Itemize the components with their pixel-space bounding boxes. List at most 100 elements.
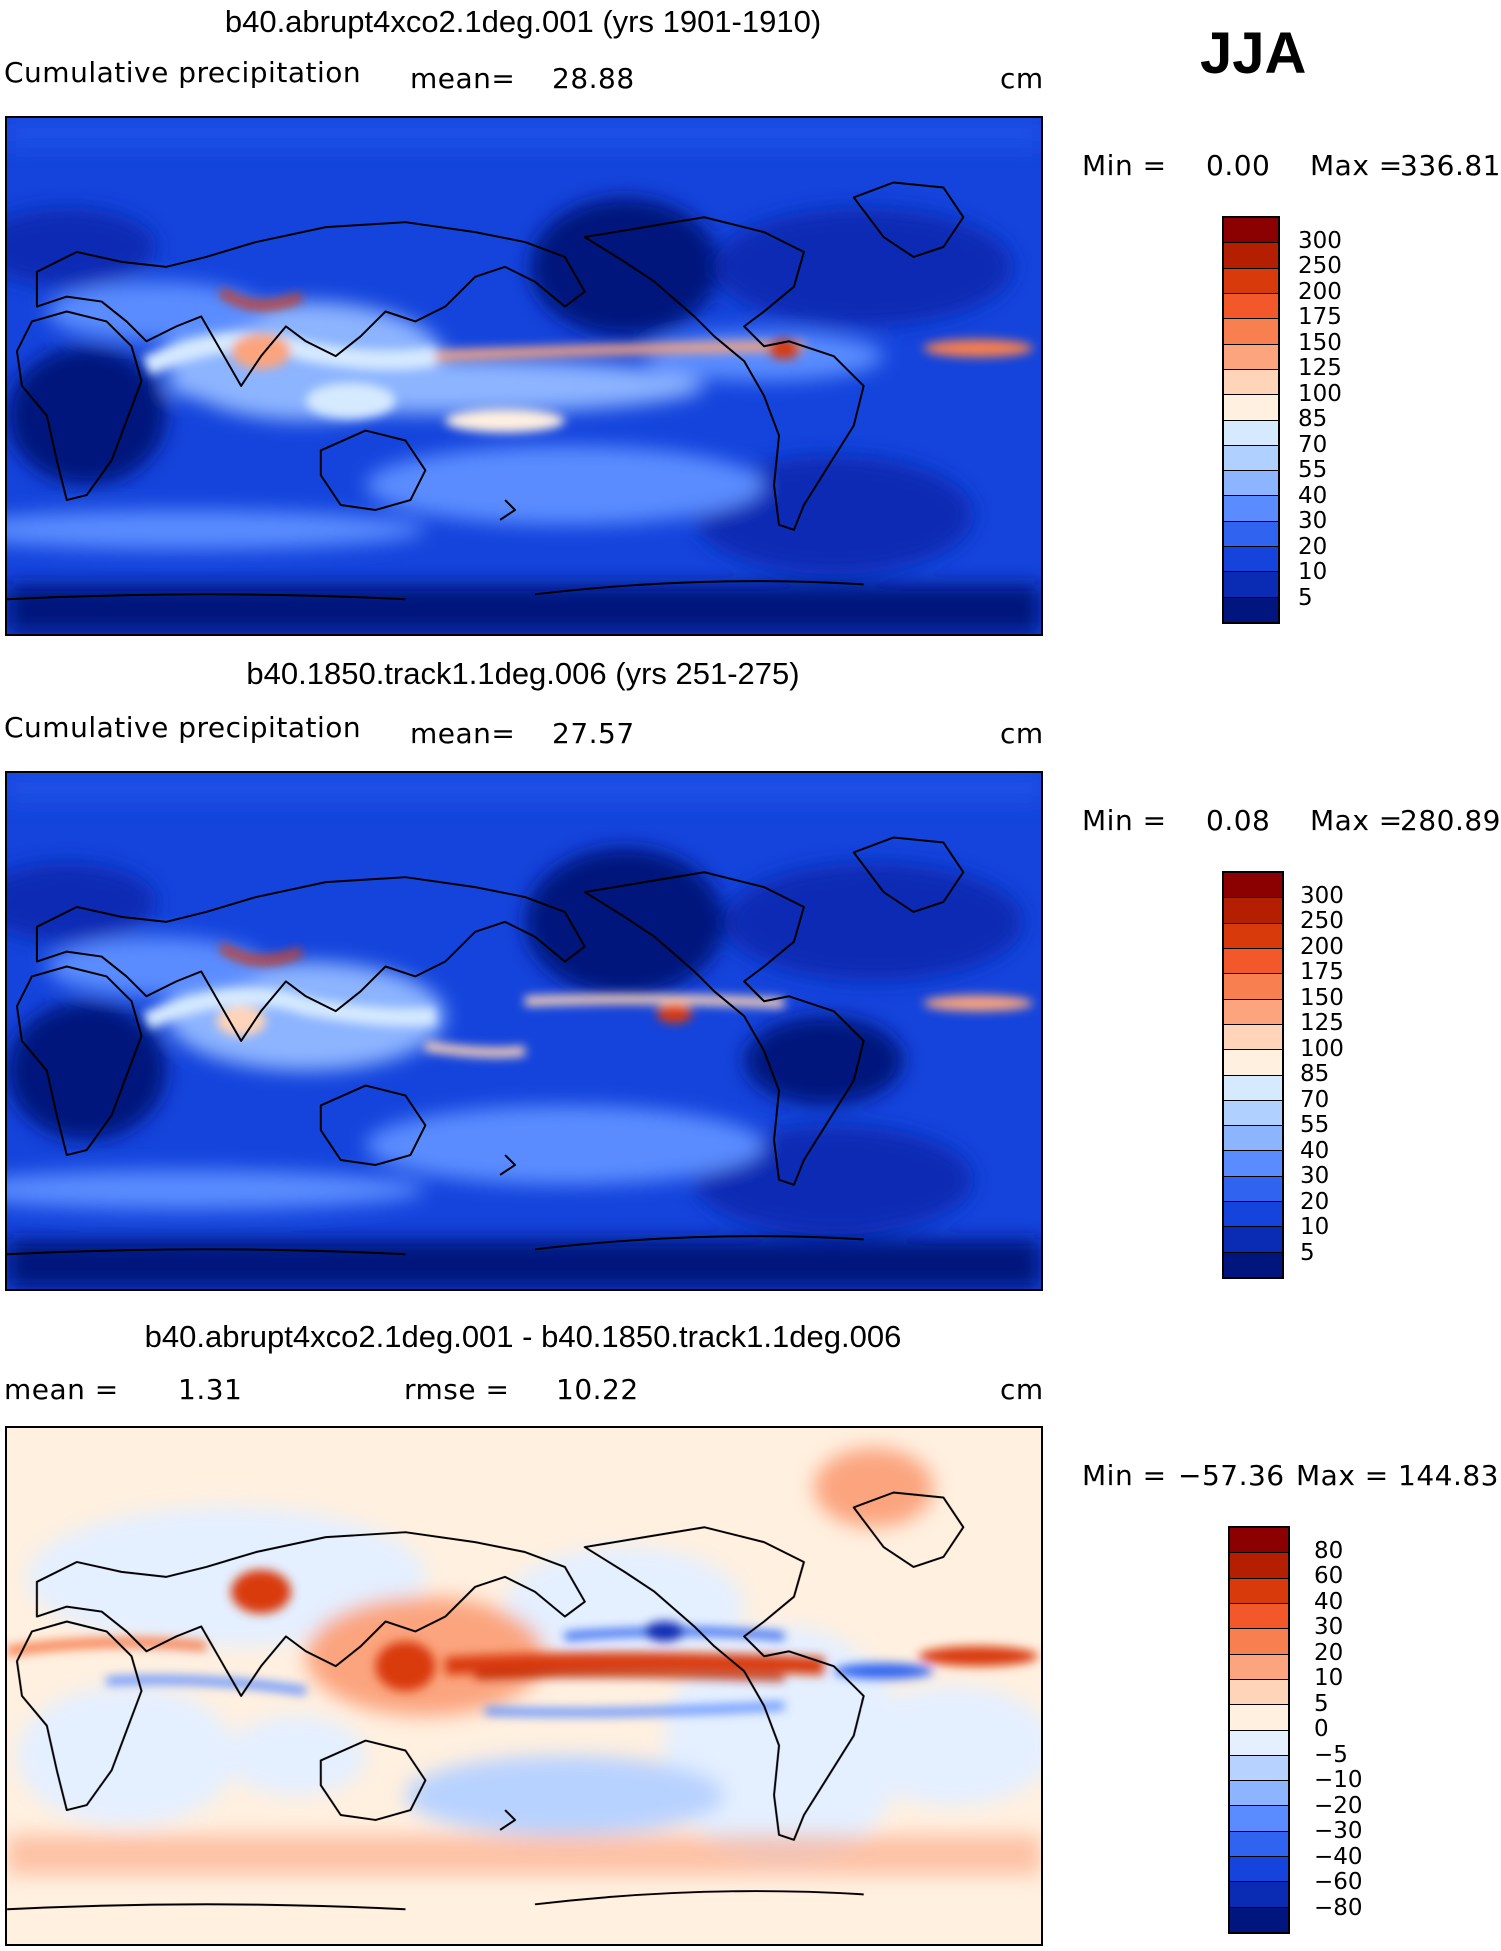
colorbar-tick-label: 100 [1298, 380, 1342, 407]
colorbar-tick-label: 5 [1300, 1239, 1315, 1266]
panel-1-min-label: Min = [1082, 149, 1167, 182]
panel-1-min-value: 0.00 [1206, 149, 1271, 182]
colorbar-swatch [1224, 597, 1278, 622]
colorbar-tick-label: 100 [1300, 1035, 1344, 1062]
colorbar-swatch [1230, 1730, 1288, 1756]
colorbar-swatch [1224, 218, 1278, 244]
colorbar-tick-label: 20 [1300, 1188, 1330, 1215]
panel-3-colorbar [1228, 1526, 1290, 1934]
colorbar-tick-label: −30 [1314, 1818, 1363, 1844]
colorbar-swatch [1224, 948, 1282, 975]
colorbar-tick-label: 55 [1300, 1112, 1330, 1138]
panel-2-map-plot [7, 773, 1041, 1289]
colorbar-swatch [1224, 1100, 1282, 1127]
colorbar-swatch [1230, 1705, 1288, 1731]
colorbar-tick-label: −40 [1314, 1843, 1363, 1870]
colorbar-swatch [1224, 471, 1278, 497]
panel-2-min-label: Min = [1082, 804, 1167, 837]
colorbar-tick-label: 5 [1314, 1690, 1329, 1717]
colorbar-swatch [1230, 1907, 1288, 1932]
colorbar-tick-label: 250 [1300, 908, 1344, 934]
colorbar-swatch [1224, 898, 1282, 924]
panel-3-rmse-value: 10.22 [556, 1373, 639, 1406]
colorbar-tick-label: 125 [1298, 355, 1342, 381]
colorbar-tick-label: 300 [1300, 882, 1344, 909]
colorbar-swatch [1224, 1126, 1282, 1152]
colorbar-tick-label: 40 [1300, 1137, 1330, 1164]
panel-3-min-label: Min = [1082, 1459, 1167, 1492]
colorbar-swatch [1224, 293, 1278, 320]
panel-2-colorbar [1222, 871, 1284, 1279]
panel-1-map [5, 116, 1043, 636]
panel-1-map-plot [7, 118, 1041, 634]
colorbar-swatch [1224, 1075, 1282, 1101]
colorbar-swatch [1224, 420, 1278, 446]
panel-3-max-value: 144.83 [1398, 1459, 1499, 1492]
panel-1-colorbar [1222, 216, 1280, 624]
colorbar-swatch [1224, 572, 1278, 598]
colorbar-swatch [1230, 1679, 1288, 1706]
colorbar-tick-label: 10 [1298, 559, 1328, 585]
colorbar-tick-label: 70 [1298, 431, 1328, 458]
colorbar-swatch [1224, 521, 1278, 548]
colorbar-swatch [1230, 1857, 1288, 1883]
colorbar-swatch [1224, 445, 1278, 472]
panel-3-min-value: −57.36 [1178, 1459, 1285, 1492]
colorbar-tick-label: 30 [1298, 508, 1328, 534]
panel-3-map [5, 1426, 1043, 1946]
panel-2-max-label: Max = [1310, 804, 1403, 837]
panel-3-units: cm [1000, 1373, 1044, 1406]
panel-1-mean-value: 28.88 [552, 62, 635, 95]
colorbar-swatch [1230, 1806, 1288, 1832]
colorbar-swatch [1224, 268, 1278, 294]
panel-3-title: b40.abrupt4xco2.1deg.001 - b40.1850.trac… [144, 1319, 902, 1354]
colorbar-swatch [1230, 1831, 1288, 1858]
colorbar-tick-label: −20 [1314, 1792, 1363, 1819]
colorbar-tick-label: 20 [1298, 533, 1328, 560]
panel-1-variable-label: Cumulative precipitation [4, 56, 362, 89]
panel-2-title: b40.1850.track1.1deg.006 (yrs 251-275) [246, 656, 800, 691]
colorbar-swatch [1224, 243, 1278, 269]
colorbar-tick-label: 85 [1300, 1061, 1330, 1087]
colorbar-swatch [1224, 1202, 1282, 1228]
panel-3-mean-label: mean = [4, 1373, 119, 1406]
colorbar-swatch [1230, 1629, 1288, 1655]
colorbar-swatch [1224, 319, 1278, 345]
colorbar-tick-label: 175 [1300, 959, 1344, 985]
panel-3-map-plot [7, 1428, 1041, 1944]
colorbar-tick-label: −10 [1314, 1767, 1363, 1793]
colorbar-swatch [1224, 923, 1282, 949]
colorbar-swatch [1224, 974, 1282, 1000]
colorbar-tick-label: 40 [1298, 482, 1328, 509]
panel-2-variable-label: Cumulative precipitation [4, 711, 362, 744]
colorbar-tick-label: −5 [1314, 1741, 1348, 1768]
colorbar-swatch [1224, 1151, 1282, 1177]
colorbar-tick-label: 10 [1314, 1665, 1344, 1691]
panel-1-max-value: 336.81 [1400, 149, 1501, 182]
colorbar-swatch [1224, 344, 1278, 370]
colorbar-tick-label: 150 [1300, 984, 1344, 1011]
panel-2-min-value: 0.08 [1206, 804, 1271, 837]
panel-1-title: b40.abrupt4xco2.1deg.001 (yrs 1901-1910) [224, 4, 822, 39]
colorbar-tick-label: 175 [1298, 304, 1342, 330]
panel-3-rmse-label: rmse = [404, 1373, 510, 1406]
panel-1-mean-label: mean= [410, 62, 516, 95]
colorbar-tick-label: 200 [1298, 278, 1342, 305]
colorbar-tick-label: 70 [1300, 1086, 1330, 1113]
colorbar-tick-label: 80 [1314, 1537, 1344, 1564]
colorbar-tick-label: 30 [1314, 1614, 1344, 1640]
panel-2-units: cm [1000, 717, 1044, 750]
colorbar-tick-label: 60 [1314, 1563, 1344, 1589]
panel-3-mean-value: 1.31 [178, 1373, 243, 1406]
colorbar-swatch [1230, 1528, 1288, 1554]
colorbar-swatch [1230, 1882, 1288, 1908]
panel-2-mean-label: mean= [410, 717, 516, 750]
panel-2-mean-value: 27.57 [552, 717, 635, 750]
colorbar-swatch [1224, 369, 1278, 396]
colorbar-swatch [1230, 1578, 1288, 1604]
colorbar-tick-label: −60 [1314, 1869, 1363, 1895]
colorbar-swatch [1230, 1654, 1288, 1680]
panel-1-units: cm [1000, 62, 1044, 95]
colorbar-tick-label: 85 [1298, 406, 1328, 432]
colorbar-tick-label: 55 [1298, 457, 1328, 483]
